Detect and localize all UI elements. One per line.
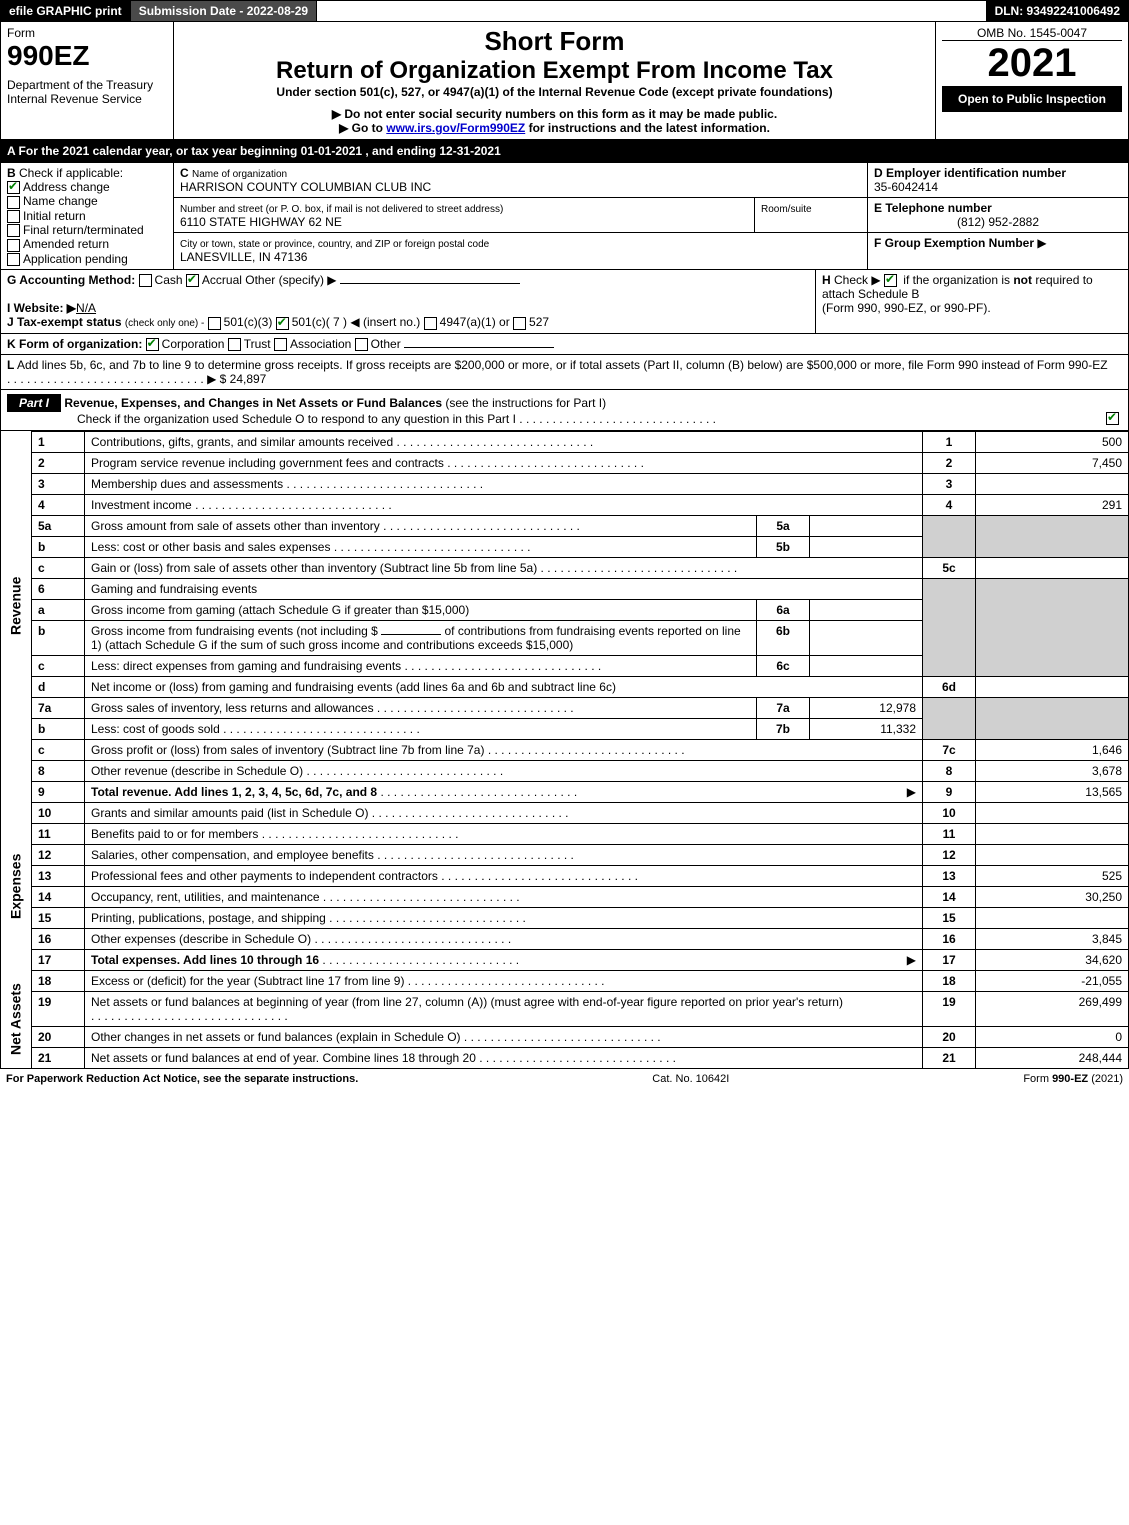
line21-value: 248,444 [976,1047,1129,1068]
gh-row: G Accounting Method: Cash Accrual Other … [0,270,1129,334]
dln: DLN: 93492241006492 [987,1,1128,21]
ein: 35-6042414 [874,180,938,194]
footer-center: Cat. No. 10642I [652,1073,729,1085]
501c-checkbox[interactable] [276,317,289,330]
501c3-checkbox[interactable] [208,317,221,330]
footer-right: Form 990-EZ (2021) [1023,1073,1123,1085]
k-row: K Form of organization: Corporation Trus… [0,334,1129,355]
note1: ▶ Do not enter social security numbers o… [180,107,929,121]
line13-value: 525 [976,865,1129,886]
line4-value: 291 [976,494,1129,515]
corp-checkbox[interactable] [146,338,159,351]
line7a-value: 12,978 [810,697,923,718]
form-word: Form [7,26,167,40]
line2-value: 7,450 [976,452,1129,473]
form-number: 990EZ [7,40,167,72]
trust-checkbox[interactable] [228,338,241,351]
main-title: Return of Organization Exempt From Incom… [180,57,929,85]
accrual-checkbox[interactable] [186,274,199,287]
top-bar: efile GRAPHIC print Submission Date - 20… [0,0,1129,22]
l-row: L Add lines 5b, 6c, and 7b to line 9 to … [0,355,1129,390]
amended-checkbox[interactable] [7,239,20,252]
tax-year: 2021 [942,41,1122,86]
line20-value: 0 [976,1026,1129,1047]
line7c-value: 1,646 [976,739,1129,760]
line19-value: 269,499 [976,991,1129,1026]
footer: For Paperwork Reduction Act Notice, see … [0,1069,1129,1089]
part1-header: Part I Revenue, Expenses, and Changes in… [0,390,1129,431]
section-e-label: E Telephone number [874,201,992,215]
expenses-side-label: Expenses [1,802,32,970]
submission-date: Submission Date - 2022-08-29 [131,1,317,21]
netassets-side-label: Net Assets [1,970,32,1068]
omb: OMB No. 1545-0047 [942,26,1122,41]
cash-checkbox[interactable] [139,274,152,287]
section-d-label: D Employer identification number [874,166,1066,180]
sched-o-checkbox[interactable] [1106,412,1119,425]
revenue-side-label: Revenue [1,431,32,781]
name-change-checkbox[interactable] [7,196,20,209]
line16-value: 3,845 [976,928,1129,949]
section-f-label: F Group Exemption Number [874,236,1034,250]
irs-label: Internal Revenue Service [7,92,167,106]
line1-value: 500 [976,431,1129,452]
pending-checkbox[interactable] [7,253,20,266]
assoc-checkbox[interactable] [274,338,287,351]
short-form-title: Short Form [180,26,929,57]
open-public: Open to Public Inspection [942,86,1122,112]
org-name: HARRISON COUNTY COLUMBIAN CLUB INC [180,180,431,194]
note2: ▶ Go to www.irs.gov/Form990EZ for instru… [180,121,929,135]
527-checkbox[interactable] [513,317,526,330]
subtitle: Under section 501(c), 527, or 4947(a)(1)… [180,85,929,99]
form-header: Form 990EZ Department of the Treasury In… [0,22,1129,140]
4947-checkbox[interactable] [424,317,437,330]
sched-b-checkbox[interactable] [884,274,897,287]
dept-label: Department of the Treasury [7,78,167,92]
line17-value: 34,620 [976,949,1129,970]
other-org-checkbox[interactable] [355,338,368,351]
phone: (812) 952-2882 [874,215,1122,229]
section-a: A For the 2021 calendar year, or tax yea… [0,140,1129,163]
line8-value: 3,678 [976,760,1129,781]
line9-value: 13,565 [976,781,1129,802]
line18-value: -21,055 [976,970,1129,991]
org-info-block: B Check if applicable: Address change Na… [0,163,1129,270]
efile-label: efile GRAPHIC print [1,1,131,21]
initial-checkbox[interactable] [7,210,20,223]
footer-left: For Paperwork Reduction Act Notice, see … [6,1073,358,1085]
addr-change-checkbox[interactable] [7,181,20,194]
final-checkbox[interactable] [7,224,20,237]
gross-receipts: 24,897 [230,372,267,386]
line14-value: 30,250 [976,886,1129,907]
line7b-value: 11,332 [810,718,923,739]
lines-table: Revenue 1 Contributions, gifts, grants, … [0,431,1129,1069]
org-street: 6110 STATE HIGHWAY 62 NE [180,215,342,229]
website: N/A [76,301,96,315]
org-city: LANESVILLE, IN 47136 [180,250,307,264]
irs-link[interactable]: www.irs.gov/Form990EZ [386,121,525,135]
